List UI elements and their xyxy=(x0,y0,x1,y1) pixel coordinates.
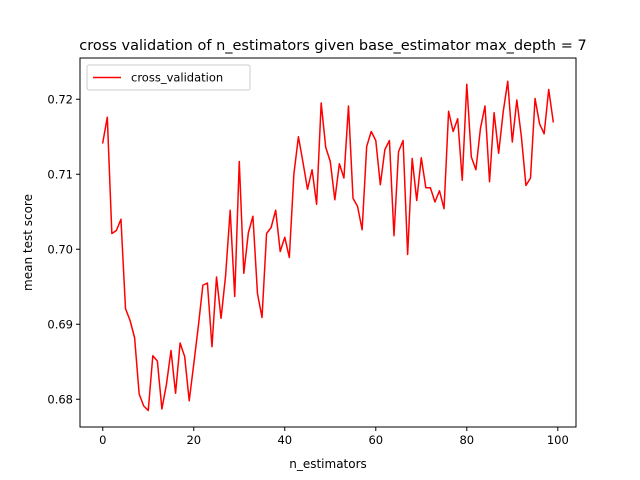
x-tick-label: 80 xyxy=(459,433,474,447)
y-tick-label: 0.71 xyxy=(47,167,73,181)
legend: cross_validation xyxy=(86,64,251,91)
y-tick-label: 0.70 xyxy=(47,242,73,256)
x-tick-label: 40 xyxy=(277,433,292,447)
series-layer xyxy=(101,80,555,412)
y-tick-label: 0.68 xyxy=(47,392,73,406)
x-axis-label: n_estimators xyxy=(289,457,367,471)
legend-box xyxy=(86,64,251,91)
legend-label-cross-validation: cross_validation xyxy=(131,71,223,85)
y-axis-label: mean test score xyxy=(21,194,35,291)
y-axis-ticks: 0.68 0.69 0.70 0.71 0.72 xyxy=(47,92,80,406)
series-line-cross-validation xyxy=(101,80,555,412)
x-tick-label: 100 xyxy=(547,433,569,447)
y-tick-label: 0.72 xyxy=(47,92,73,106)
x-tick-label: 0 xyxy=(99,433,106,447)
chart-title: cross validation of n_estimators given b… xyxy=(79,38,586,54)
x-tick-label: 20 xyxy=(186,433,201,447)
x-tick-label: 60 xyxy=(368,433,383,447)
y-tick-label: 0.69 xyxy=(47,317,73,331)
x-axis-ticks: 0 20 40 60 80 100 xyxy=(99,427,569,447)
plot-frame xyxy=(79,57,577,428)
plot-area xyxy=(80,58,576,427)
